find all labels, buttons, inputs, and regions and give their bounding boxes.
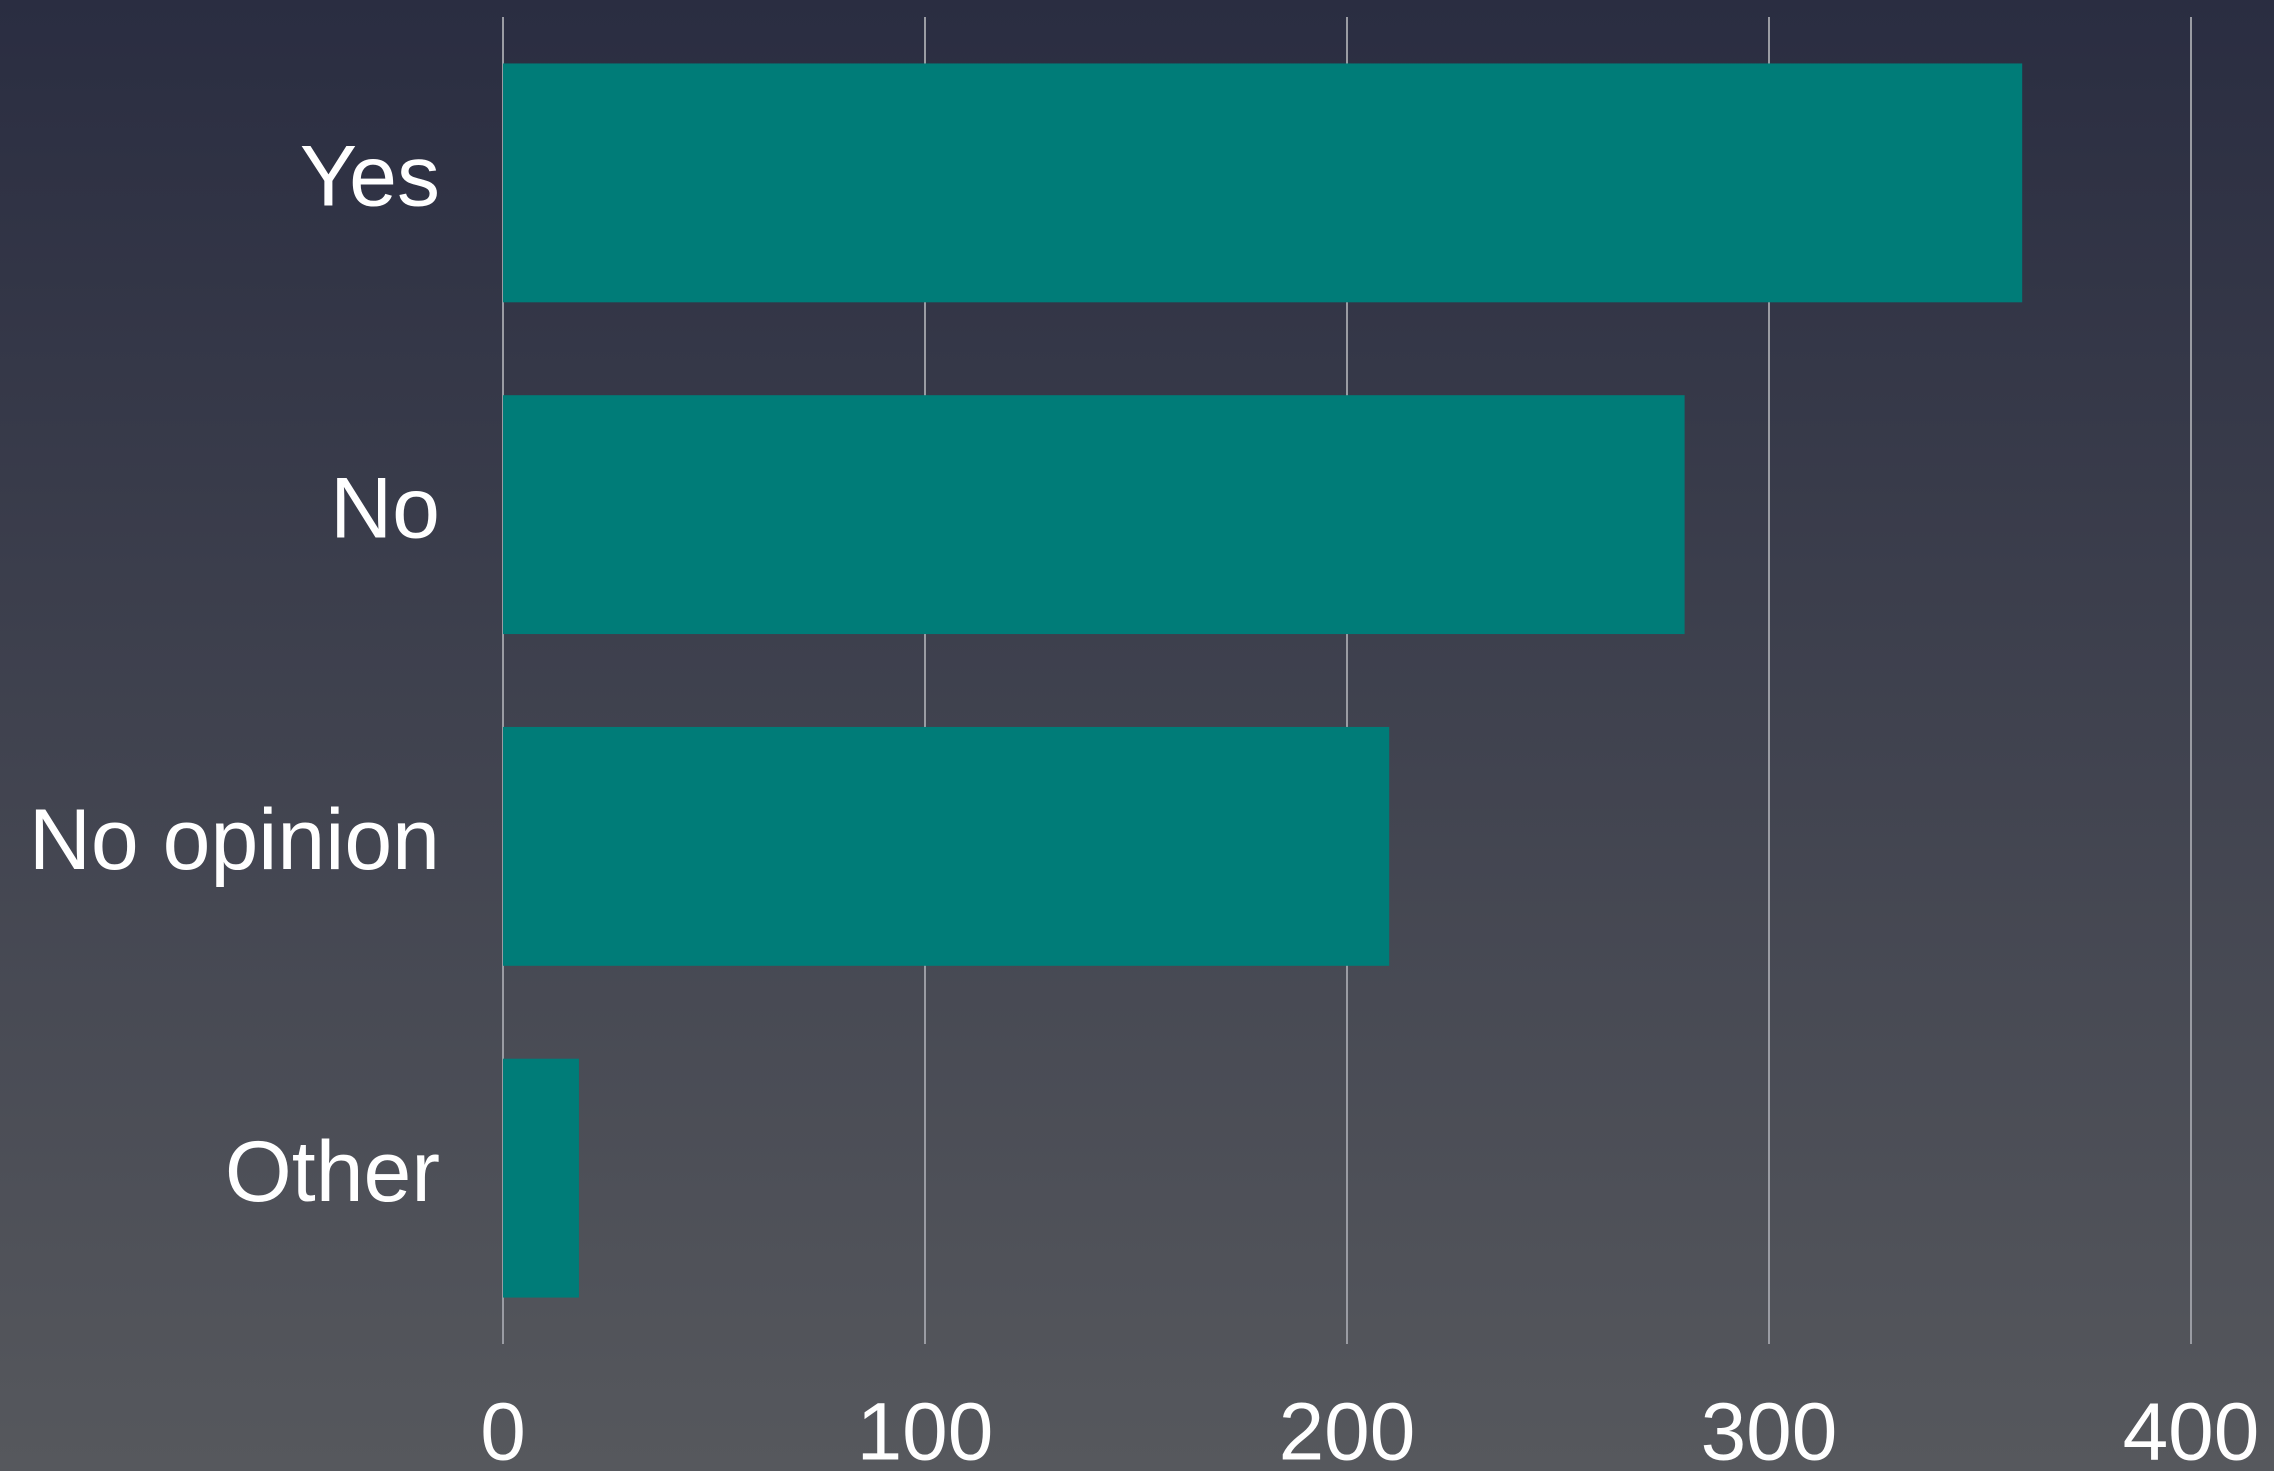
y-tick-label: No opinion [29,792,440,888]
x-tick-label: 200 [1279,1387,1416,1471]
bar [503,726,1390,966]
bar [503,395,1685,635]
x-tick-label: 400 [2123,1387,2260,1471]
x-tick-label: 100 [857,1387,994,1471]
x-tick-label: 300 [1701,1387,1838,1471]
y-tick-label: Yes [300,129,440,225]
x-tick-label: 0 [480,1387,526,1471]
bar [503,1058,579,1298]
y-tick-label: No [330,460,440,556]
y-tick-label: Other [225,1124,440,1220]
bar [503,63,2023,303]
